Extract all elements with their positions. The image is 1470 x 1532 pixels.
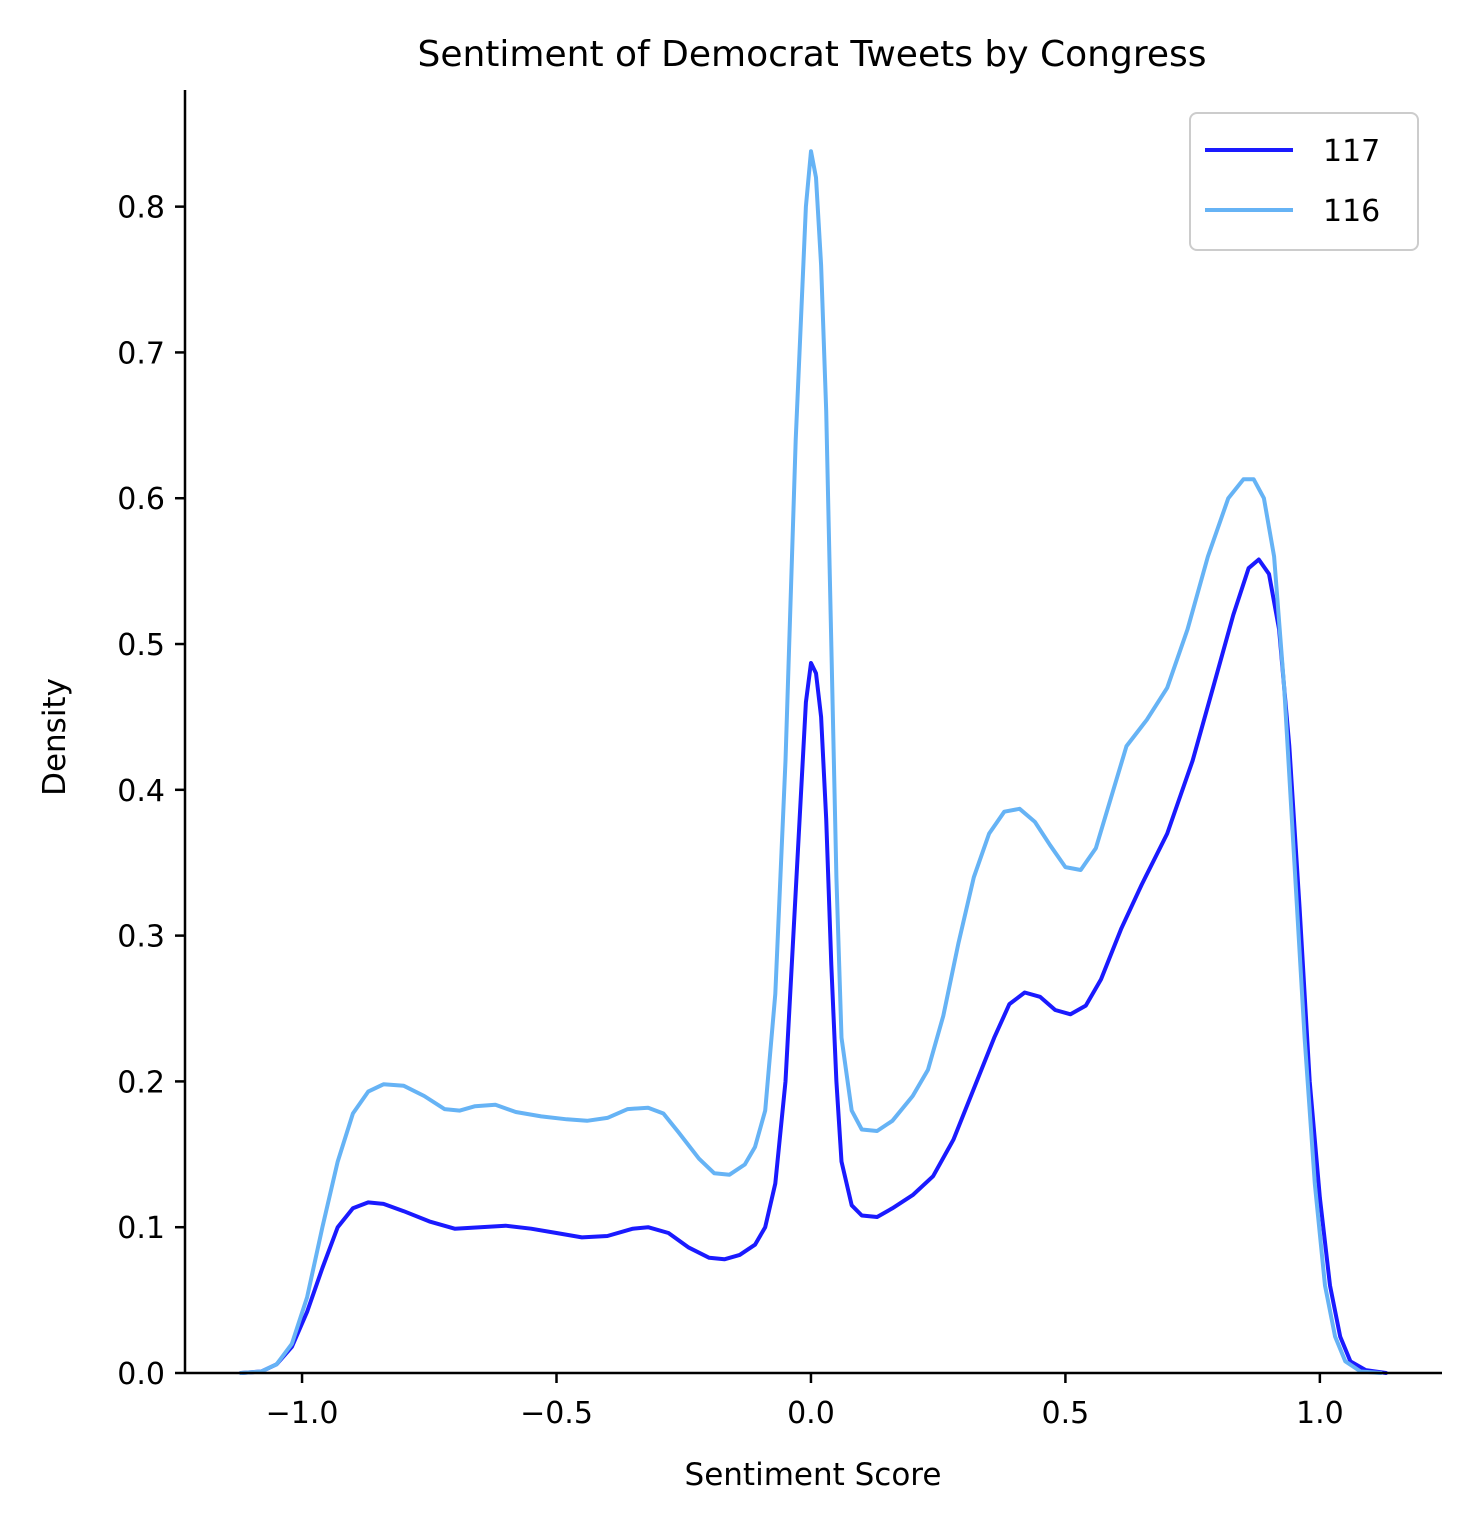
legend: 117 116 bbox=[1189, 112, 1419, 251]
legend-frame bbox=[1189, 112, 1419, 251]
x-tick-label: −0.5 bbox=[520, 1396, 593, 1431]
legend-items: 117 116 bbox=[1205, 134, 1380, 229]
legend-label-117: 117 bbox=[1323, 134, 1380, 169]
y-axis-title: Density bbox=[37, 678, 73, 796]
y-tick-label: 0.2 bbox=[117, 1065, 165, 1100]
x-axis-title: Sentiment Score bbox=[685, 1457, 942, 1493]
y-tick-label: 0.7 bbox=[117, 336, 165, 371]
y-tick-label: 0.5 bbox=[117, 628, 165, 663]
y-tick-label: 0.8 bbox=[117, 191, 165, 226]
series-line-117 bbox=[239, 557, 1388, 1375]
y-tick-label: 0.4 bbox=[117, 774, 165, 809]
y-tick-label: 0.1 bbox=[117, 1211, 165, 1246]
x-tick-label: 0.5 bbox=[1042, 1396, 1090, 1431]
plot-area: −1.0 −0.5 0.0 0.5 1.0 0.00.10.20.30.40.50.60… bbox=[117, 90, 1442, 1431]
chart-title: Sentiment of Democrat Tweets by Congress bbox=[417, 34, 1206, 75]
series-line-116 bbox=[239, 149, 1383, 1375]
y-tick-label: 0.3 bbox=[117, 920, 165, 955]
x-tick-label: 0.0 bbox=[787, 1396, 835, 1431]
y-ticks: 0.0 0.1 0.2 0.3 0.4 0.5 0.6 0.7 0.8 bbox=[117, 191, 185, 1392]
y-tick-label: 0.0 bbox=[117, 1357, 165, 1392]
legend-label-116: 116 bbox=[1323, 194, 1380, 229]
y-tick-label: 0.6 bbox=[117, 482, 165, 517]
x-tick-label: −1.0 bbox=[266, 1396, 339, 1431]
x-tick-label: 1.0 bbox=[1296, 1396, 1344, 1431]
series-layer bbox=[239, 149, 1388, 1375]
x-ticks: −1.0 −0.5 0.0 0.5 1.0 bbox=[266, 1373, 1344, 1431]
